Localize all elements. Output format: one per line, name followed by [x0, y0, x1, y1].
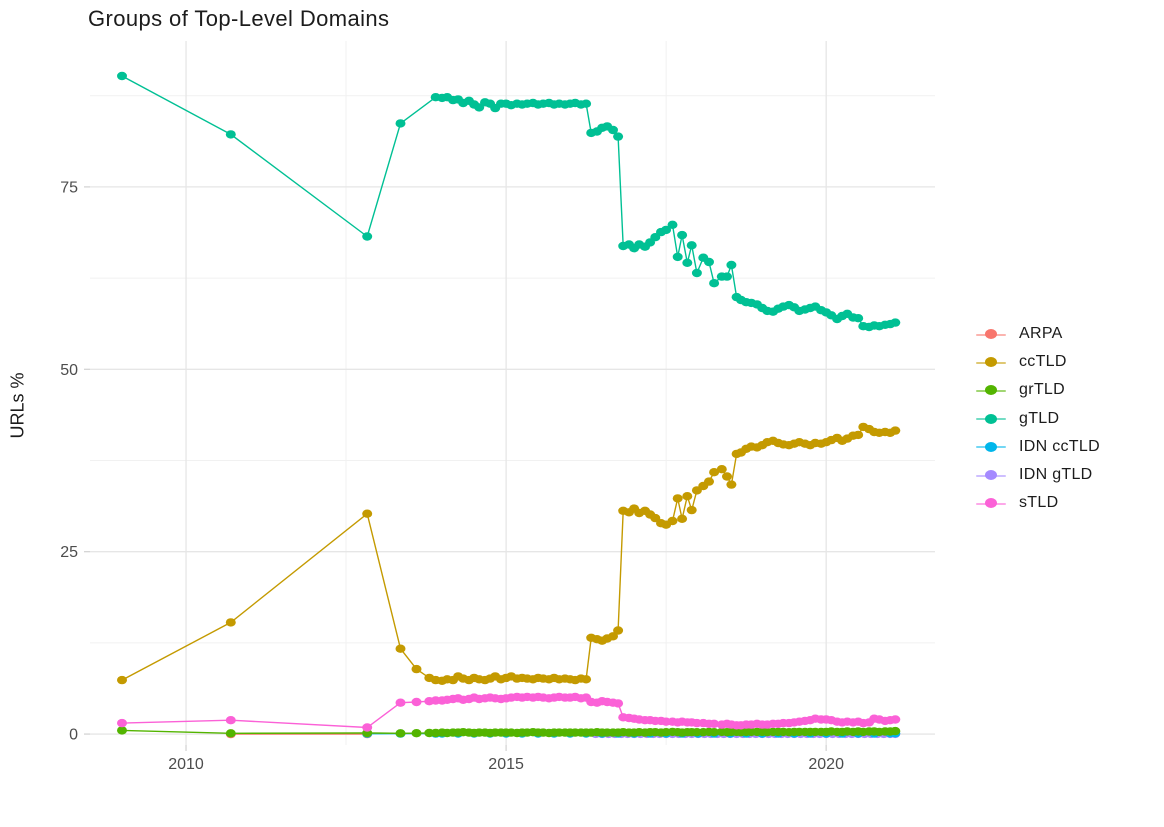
- legend-key-icon: [976, 357, 1006, 368]
- legend-item-gtld: gTLD: [976, 405, 1100, 433]
- legend-label: sTLD: [1019, 494, 1059, 512]
- gridlines: [90, 41, 935, 745]
- legend-key-icon: [976, 329, 1006, 340]
- legend-item-idn-gtld: IDN gTLD: [976, 461, 1100, 489]
- axis-labels: 2010 2015 2020 0 25 50 75: [60, 179, 844, 773]
- chart-title: Groups of Top-Level Domains: [88, 6, 390, 31]
- legend-key-icon: [976, 441, 1006, 452]
- svg-text:2015: 2015: [488, 756, 524, 773]
- legend-item-cctld: ccTLD: [976, 348, 1100, 376]
- legend-label: ccTLD: [1019, 353, 1067, 371]
- legend-label: IDN ccTLD: [1019, 437, 1100, 455]
- legend-item-idn-cctld: IDN ccTLD: [976, 433, 1100, 461]
- series-grtld: [117, 726, 901, 738]
- svg-text:50: 50: [60, 362, 78, 379]
- svg-text:2020: 2020: [808, 756, 844, 773]
- legend-item-arpa: ARPA: [976, 320, 1100, 348]
- series-arpa: [225, 729, 373, 739]
- legend-label: grTLD: [1019, 381, 1065, 399]
- svg-text:2010: 2010: [168, 756, 204, 773]
- legend-item-stld: sTLD: [976, 489, 1100, 517]
- legend-label: gTLD: [1019, 409, 1060, 427]
- legend-label: IDN gTLD: [1019, 466, 1093, 484]
- series-cctld: [117, 422, 901, 685]
- legend-key-icon: [976, 413, 1006, 424]
- svg-text:25: 25: [60, 544, 78, 561]
- legend-key-icon: [976, 498, 1006, 509]
- legend-key-icon: [976, 470, 1006, 481]
- legend-key-icon: [976, 385, 1006, 396]
- series-gtld: [117, 71, 901, 332]
- legend: ARPA ccTLD grTLD gTLD IDN ccTLD IDN gTLD…: [976, 320, 1100, 517]
- legend-label: ARPA: [1019, 325, 1063, 343]
- svg-text:75: 75: [60, 179, 78, 196]
- svg-text:0: 0: [69, 727, 78, 744]
- series-stld: [117, 692, 901, 732]
- legend-item-grtld: grTLD: [976, 376, 1100, 404]
